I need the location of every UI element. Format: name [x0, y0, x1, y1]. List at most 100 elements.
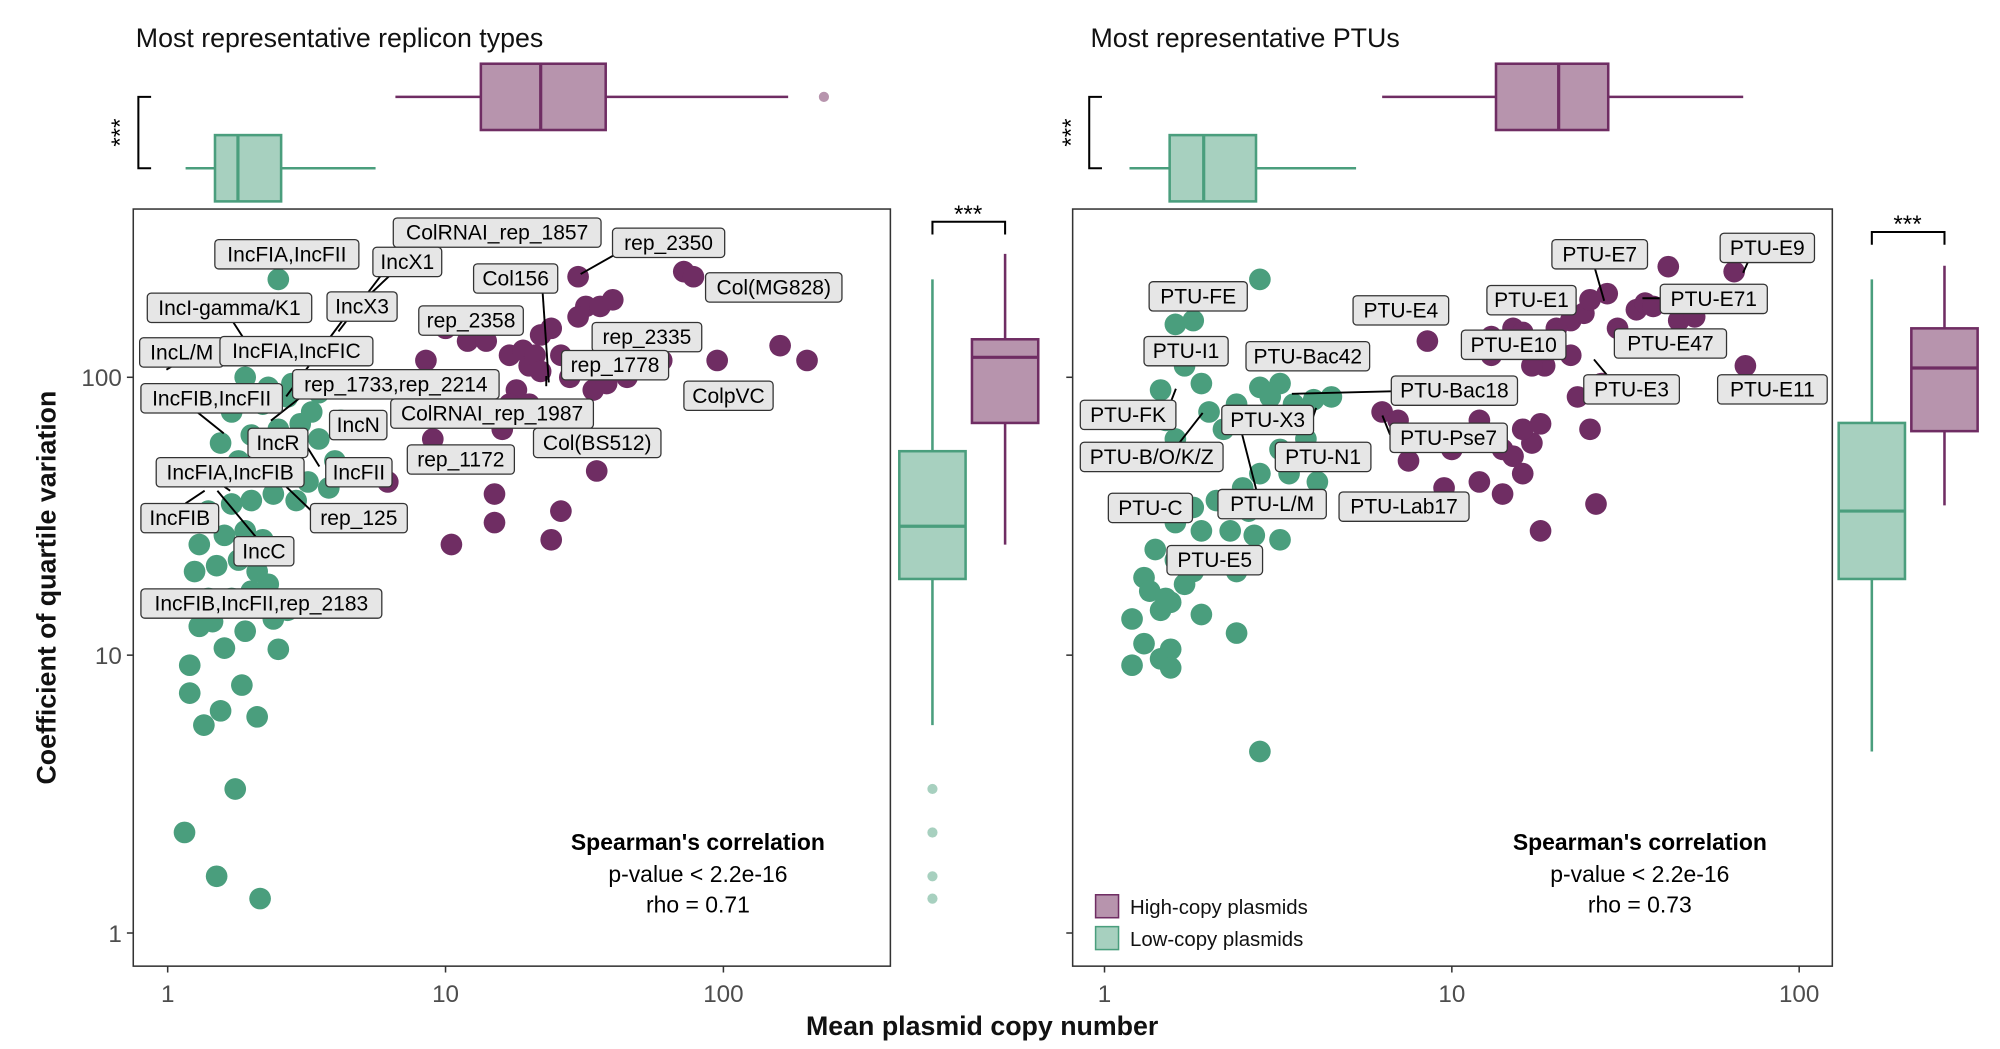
point-label-text: Col(MG828)	[717, 276, 831, 299]
right-top-bracket	[1088, 95, 1102, 170]
low_copy-side-outlier	[927, 827, 938, 838]
point-label: PTU-FK	[1079, 399, 1177, 431]
point-label: IncR	[247, 427, 309, 459]
point-label: PTU-E7	[1551, 238, 1649, 270]
data-point	[262, 483, 285, 505]
data-point	[1164, 313, 1187, 336]
data-point	[567, 265, 589, 288]
data-point	[1320, 386, 1343, 408]
point-label-box	[560, 349, 670, 381]
data-point	[1198, 401, 1220, 423]
right-spearman-pvalue: p-value < 2.2e-16	[1550, 861, 1729, 887]
data-point	[178, 654, 201, 677]
point-label-text: PTU-E10	[1470, 334, 1556, 357]
label-leader-line	[1241, 434, 1258, 490]
point-label-box	[1486, 284, 1577, 316]
left-side-significance: ***	[931, 201, 1007, 235]
point-label: IncX1	[372, 246, 443, 278]
point-label-text: PTU-C	[1118, 497, 1182, 520]
high_copy-side-box	[970, 338, 1040, 425]
data-point	[246, 706, 268, 728]
point-label-text: ColpVC	[692, 385, 764, 408]
point-label: PTU-E47	[1613, 328, 1728, 359]
point-label-text: rep_1172	[417, 449, 504, 472]
data-point	[1511, 462, 1534, 485]
left-top-boxplot	[185, 62, 830, 203]
data-point	[550, 500, 572, 522]
point-label-text: IncN	[337, 414, 380, 437]
x-tick-label: 1	[1098, 981, 1111, 1008]
data-point	[1182, 309, 1205, 332]
data-point	[483, 483, 506, 505]
point-label: IncFIB,IncFII	[140, 383, 284, 414]
data-point	[1269, 528, 1291, 551]
point-label-box	[390, 398, 595, 429]
point-label-box	[392, 217, 602, 248]
point-label-text: IncFIB	[149, 507, 210, 530]
point-label-box	[1221, 404, 1315, 436]
data-point	[1397, 450, 1420, 472]
left-side-bracket	[931, 220, 1007, 235]
data-point	[415, 349, 437, 372]
data-point	[188, 533, 211, 556]
label-leader-line	[216, 490, 257, 538]
point-label-box	[611, 227, 726, 259]
point-label-text: PTU-N1	[1285, 446, 1361, 469]
point-label: PTU-E1	[1486, 284, 1577, 316]
point-label: rep_1778	[560, 349, 670, 381]
point-label-box	[472, 263, 559, 294]
point-label-text: IncR	[256, 432, 299, 455]
point-label: PTU-B/O/K/Z	[1079, 441, 1224, 473]
point-label-box	[140, 588, 383, 619]
point-label-box	[1352, 295, 1450, 326]
left-point-labels: IncFIA,IncFII ColRNAI_rep_1857 IncX1 rep_23…	[139, 217, 843, 619]
point-label: IncFIB	[140, 502, 220, 534]
point-label-box	[1716, 374, 1828, 405]
point-label: Col(MG828)	[704, 272, 843, 303]
point-label-text: PTU-E3	[1594, 378, 1669, 401]
right-spearman-annotation: Spearman's correlation p-value < 2.2e-16…	[1513, 829, 1767, 917]
data-point	[1491, 483, 1514, 505]
point-label-text: rep_2358	[427, 310, 516, 333]
data-point	[205, 865, 228, 888]
data-point	[1371, 401, 1393, 423]
data-point	[1173, 573, 1196, 596]
label-leader-line	[1178, 412, 1204, 443]
data-point	[267, 638, 290, 661]
data-point	[1579, 418, 1601, 441]
point-label: PTU-E3	[1583, 374, 1681, 405]
point-label-box	[1245, 340, 1371, 372]
data-point	[220, 493, 243, 515]
low_copy-top-box	[1168, 133, 1258, 203]
point-label-text: IncFII	[333, 461, 386, 484]
data-point	[234, 620, 257, 643]
point-label: rep_2350	[611, 227, 726, 259]
point-label-text: PTU-FK	[1090, 404, 1166, 427]
data-point	[1529, 520, 1552, 542]
data-point	[300, 401, 323, 423]
right-side-bracket	[1870, 230, 1946, 245]
point-label: ColRNAI_rep_1987	[390, 398, 595, 429]
point-label: Col156	[472, 263, 559, 294]
point-label-box	[155, 456, 305, 488]
point-label: rep_2358	[418, 305, 524, 336]
left-panel-title: Most representative replicon types	[136, 23, 543, 53]
point-label-text: PTU-E9	[1730, 237, 1805, 260]
point-label-box	[1274, 441, 1372, 473]
point-label: IncN	[328, 409, 388, 441]
point-label-box	[372, 246, 443, 278]
data-point	[1642, 295, 1665, 318]
data-point	[1723, 260, 1746, 283]
label-leader-line	[1593, 264, 1606, 302]
data-point	[1159, 591, 1182, 614]
data-point	[1219, 520, 1242, 542]
data-point	[1190, 372, 1213, 395]
low_copy-side-outlier	[927, 893, 938, 904]
left-top-significance: ***	[107, 95, 152, 170]
point-label-text: IncL/M	[150, 341, 213, 364]
left-plot-frame	[132, 208, 892, 967]
point-label-text: PTU-Lab17	[1350, 496, 1457, 519]
point-label-box	[1148, 281, 1248, 312]
data-point	[1596, 282, 1619, 305]
right-point-labels: PTU-E7 PTU-E9 PTU-FE PTU-E4 PTU-E1 PTU-E71 PTU…	[1079, 232, 1828, 576]
